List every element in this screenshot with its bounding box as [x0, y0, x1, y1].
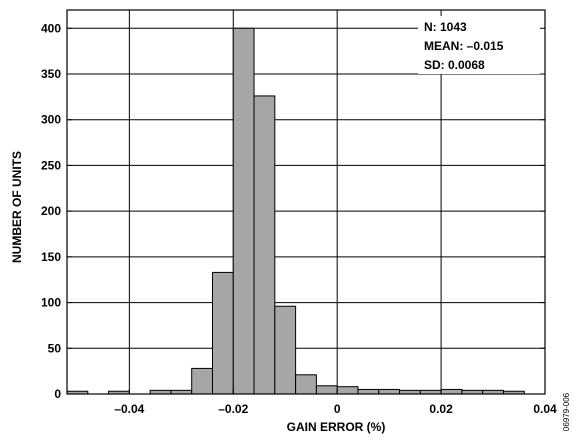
stats-n: N: 1043: [424, 20, 467, 34]
histogram-bars: [66, 27, 525, 395]
histogram-bar: [336, 386, 359, 395]
y-tick-label: 100: [41, 296, 61, 310]
axis-ticks: [67, 27, 546, 395]
stats-box-background: [418, 16, 544, 74]
figure-id: 06979-006: [562, 392, 571, 431]
x-tick-label: 0: [334, 402, 341, 416]
x-tick-label: 0.04: [533, 402, 557, 416]
x-tick-label: –0.02: [218, 402, 248, 416]
y-tick-labels: 0 50 100 150 200 250 300 350 400: [41, 21, 61, 401]
histogram-bar: [295, 374, 317, 395]
histogram-bar: [191, 367, 213, 395]
y-tick-label: 350: [41, 67, 61, 81]
x-tick-label: 0.02: [429, 402, 453, 416]
histogram-bar: [253, 95, 276, 395]
histogram-bar: [378, 388, 401, 395]
histogram-bar: [357, 388, 380, 395]
plot-frame: [66, 9, 546, 395]
stats-sd: SD: 0.0068: [424, 58, 485, 72]
y-axis-title: NUMBER OF UNITS: [10, 151, 24, 263]
histogram-bar: [211, 271, 234, 395]
histogram-bar: [315, 385, 338, 395]
y-tick-label: 250: [41, 158, 61, 172]
y-tick-label: 50: [48, 341, 62, 355]
y-tick-label: 200: [41, 204, 61, 218]
y-tick-label: 0: [54, 387, 61, 401]
histogram-bar: [274, 305, 297, 395]
histogram-bar: [232, 27, 255, 395]
y-tick-label: 300: [41, 113, 61, 127]
y-tick-label: 150: [41, 250, 61, 264]
y-tick-label: 400: [41, 21, 61, 35]
histogram-bar: [440, 388, 463, 395]
x-tick-labels: –0.04 –0.02 0 0.02 0.04: [114, 402, 557, 416]
x-tick-label: –0.04: [114, 402, 144, 416]
x-axis-title: GAIN ERROR (%): [287, 420, 386, 434]
stats-mean: MEAN: –0.015: [424, 39, 504, 53]
